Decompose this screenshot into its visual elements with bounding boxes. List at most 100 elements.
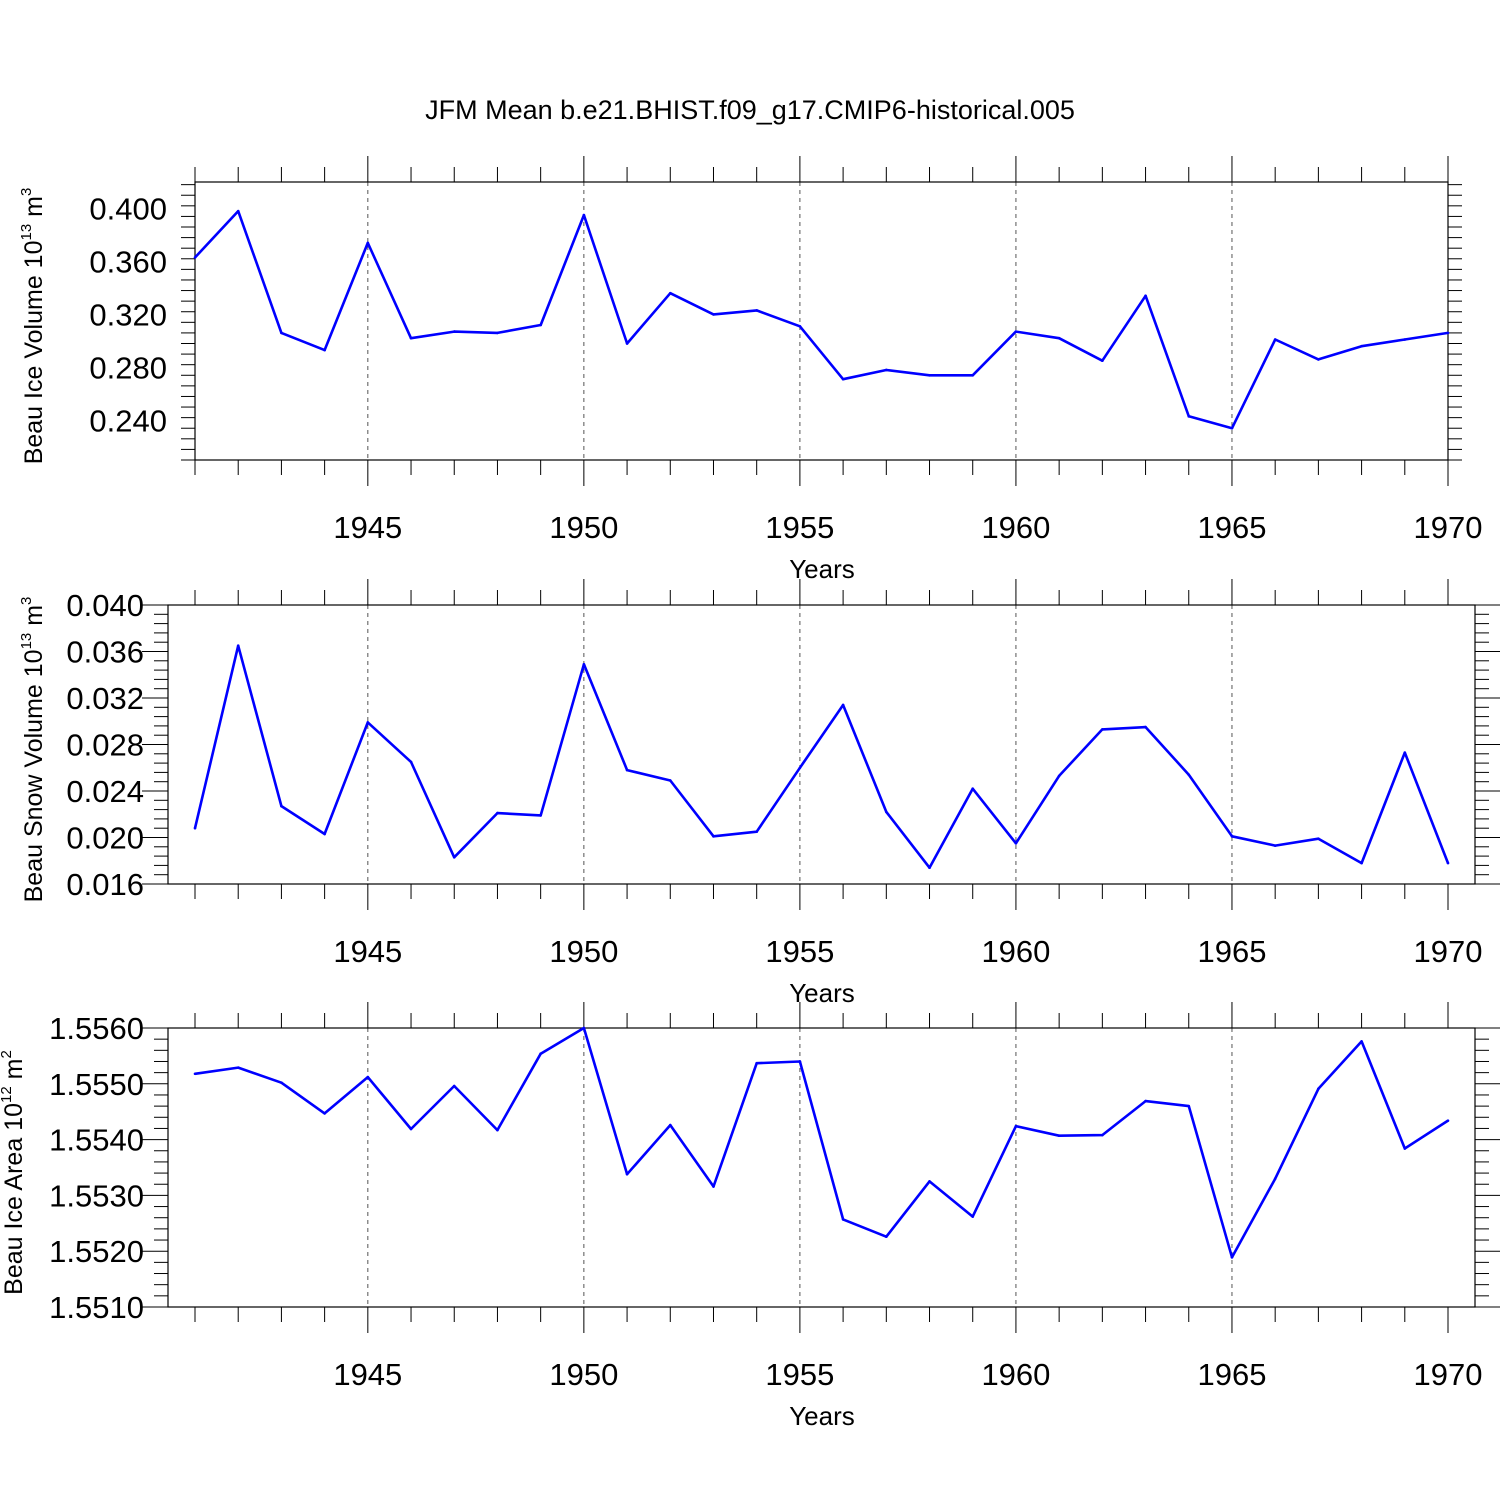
y-tick-label: 0.400 (89, 191, 167, 226)
data-point (1101, 1133, 1104, 1137)
data-point (1144, 1099, 1147, 1103)
data-point (236, 1066, 240, 1069)
chart-title: JFM Mean b.e21.BHIST.f09_g17.CMIP6-histo… (425, 95, 1075, 125)
panel-1: 0.240 0.280 0.320 0.360 0.400 1945 1950 1955 196… (18, 156, 1482, 584)
data-point (539, 1052, 542, 1055)
data-point (755, 1061, 758, 1065)
data-point (582, 213, 586, 217)
data-point (668, 291, 672, 295)
y-tick-label: 0.240 (89, 403, 167, 438)
data-point (841, 703, 845, 707)
data-point (539, 323, 542, 327)
data-point (409, 760, 413, 764)
data-point (928, 373, 931, 377)
data-point (1101, 728, 1104, 731)
data-point (928, 866, 931, 870)
data-point (236, 644, 240, 647)
y-tick-label: 0.020 (66, 821, 144, 856)
data-point (1446, 861, 1450, 865)
data-point (452, 855, 456, 859)
x-tick-label: 1955 (765, 1357, 834, 1392)
data-point (193, 1072, 197, 1076)
x-tick-label: 1945 (333, 1357, 402, 1392)
x-tick-label: 1960 (981, 510, 1050, 545)
data-point (366, 241, 370, 245)
data-point (1014, 330, 1018, 333)
data-point (366, 1075, 370, 1079)
series-line (194, 1026, 1449, 1259)
x-tick-label: 1950 (549, 1357, 618, 1392)
data-point (366, 721, 370, 724)
data-point (1403, 751, 1407, 754)
y-tick-label: 0.032 (66, 681, 144, 716)
data-point (1187, 1104, 1191, 1108)
data-point (193, 256, 197, 259)
data-point (841, 377, 845, 381)
data-point (1014, 1124, 1018, 1128)
data-point (1144, 725, 1147, 729)
data-point (452, 330, 456, 333)
y-tick-label: 0.016 (66, 867, 144, 902)
y-tick-label: 0.040 (66, 588, 144, 623)
x-tick-label: 1965 (1197, 934, 1266, 969)
data-point (452, 1084, 456, 1088)
data-point (668, 1123, 672, 1127)
data-point (1446, 1119, 1450, 1122)
y-tick-label: 1.5540 (49, 1123, 144, 1158)
series-line (193, 644, 1450, 870)
x-tick-label: 1950 (549, 510, 618, 545)
x-tick-label: 1970 (1414, 1357, 1483, 1392)
data-point (280, 804, 283, 808)
data-point (798, 766, 802, 770)
data-point (971, 787, 975, 790)
data-point (798, 324, 802, 328)
data-point (1057, 774, 1061, 778)
y-tick-label: 0.024 (66, 774, 144, 809)
data-point (712, 1185, 715, 1188)
x-tick-label: 1960 (981, 934, 1050, 969)
data-point (712, 313, 715, 316)
plot-frame (167, 604, 1476, 885)
data-point (755, 309, 758, 312)
data-point (323, 1112, 326, 1115)
y-axis-label: Beau Ice Volume 1013 m3 (18, 188, 48, 465)
x-tick-label: 1950 (549, 934, 618, 969)
data-point (323, 832, 326, 836)
x-tick-label: 1960 (981, 1357, 1050, 1392)
x-tick-label: 1970 (1414, 510, 1483, 545)
data-point (885, 1235, 888, 1238)
data-point (1101, 359, 1104, 363)
data-point (1360, 344, 1363, 348)
y-tick-label: 1.5550 (49, 1067, 144, 1102)
data-point (885, 810, 888, 814)
x-tick-label: 1965 (1197, 1357, 1266, 1392)
data-point (1144, 294, 1147, 298)
data-point (1403, 1147, 1407, 1150)
data-point (1403, 338, 1407, 341)
x-tick-label: 1955 (765, 510, 834, 545)
series-line (194, 209, 1449, 430)
data-point (323, 348, 326, 352)
y-tick-label: 0.360 (89, 244, 167, 279)
data-point (1230, 1256, 1234, 1259)
data-point (1273, 1177, 1277, 1180)
data-point (1317, 837, 1320, 840)
data-point (1187, 415, 1191, 418)
y-tick-label: 1.5510 (49, 1290, 144, 1325)
x-tick-label: 1945 (333, 934, 402, 969)
x-axis-label: Years (789, 554, 855, 584)
data-point (1187, 773, 1191, 777)
y-tick-label: 1.5530 (49, 1178, 144, 1213)
panel-2: 0.016 0.020 0.024 0.028 0.032 0.036 0.040 1945 1… (18, 579, 1500, 1008)
y-tick-label: 0.320 (89, 297, 167, 332)
panel-3: 1.5510 1.5520 1.5530 1.5540 1.5550 1.5560 1945… (0, 1002, 1500, 1431)
data-point (971, 1215, 975, 1218)
data-point (712, 835, 715, 838)
data-point (755, 830, 758, 833)
data-point (928, 1180, 931, 1183)
data-point (236, 209, 240, 213)
data-point (1317, 358, 1320, 361)
data-point (841, 1218, 845, 1221)
data-point (1230, 835, 1234, 838)
y-tick-label: 0.036 (66, 635, 144, 670)
